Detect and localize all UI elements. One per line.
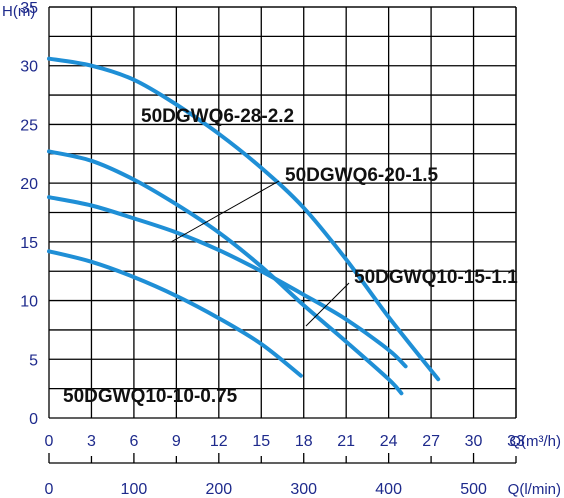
y-axis-label: H(m) xyxy=(2,3,35,20)
series-label-50dgwq10-10-0-75: 50DGWQ10-10-0.75 xyxy=(63,386,238,407)
curve-0 xyxy=(47,56,441,382)
x-tick-label: 18 xyxy=(295,433,313,450)
y-tick-label: 20 xyxy=(20,176,38,193)
curve-1 xyxy=(47,149,404,396)
x-tick-label: 30 xyxy=(465,433,483,450)
y-tick-label: 5 xyxy=(29,352,38,369)
series-label-50dgwq10-15-1-1: 50DGWQ10-15-1.1 xyxy=(354,267,518,288)
grid xyxy=(48,6,517,464)
y-tick-label: 25 xyxy=(20,117,38,134)
y-tick-label: 30 xyxy=(20,59,38,76)
label-leader-lines xyxy=(170,180,350,327)
secondary-x-tick-label: 300 xyxy=(290,481,317,498)
y-tick-label: 0 xyxy=(29,411,38,428)
curve-3 xyxy=(47,249,303,378)
y-tick-label: 35 xyxy=(20,0,38,17)
series-label-50dgwq6-20-1-5: 50DGWQ6-20-1.5 xyxy=(285,165,439,186)
tick-labels: 0 5 10 15 20 25 30 35 0 3 6 9 12 15 18 21 24 27 30 33 0 100 20… xyxy=(20,0,525,498)
x-tick-label: 15 xyxy=(252,433,270,450)
x-tick-label: 21 xyxy=(337,433,355,450)
series-label-50dgwq6-28-2-2: 50DGWQ6-28-2.2 xyxy=(141,106,294,127)
axis-labels: H(m) Q(m³/h) Q(l/min) xyxy=(2,3,561,498)
secondary-x-tick-label: 0 xyxy=(45,481,54,498)
x-tick-label: 24 xyxy=(380,433,398,450)
secondary-x-axis-label: Q(l/min) xyxy=(508,481,561,498)
secondary-x-tick-label: 400 xyxy=(375,481,402,498)
x-tick-label: 6 xyxy=(129,433,138,450)
x-tick-label: 3 xyxy=(87,433,96,450)
y-tick-label: 15 xyxy=(20,235,38,252)
x-axis-label: Q(m³/h) xyxy=(509,433,561,450)
leader-line xyxy=(305,282,350,327)
y-tick-label: 10 xyxy=(20,294,38,311)
x-tick-label: 9 xyxy=(172,433,181,450)
x-tick-label: 0 xyxy=(45,433,54,450)
x-tick-label: 33 xyxy=(507,433,525,450)
curve-2 xyxy=(47,195,408,369)
secondary-x-tick-label: 100 xyxy=(121,481,148,498)
leader-line xyxy=(170,180,280,243)
secondary-x-tick-label: 500 xyxy=(460,481,487,498)
secondary-x-tick-label: 200 xyxy=(205,481,232,498)
series-labels: 50DGWQ6-28-2.2 50DGWQ6-20-1.5 50DGWQ10-1… xyxy=(63,106,518,407)
x-tick-label: 27 xyxy=(422,433,440,450)
performance-curves xyxy=(47,56,441,396)
x-tick-label: 12 xyxy=(210,433,228,450)
